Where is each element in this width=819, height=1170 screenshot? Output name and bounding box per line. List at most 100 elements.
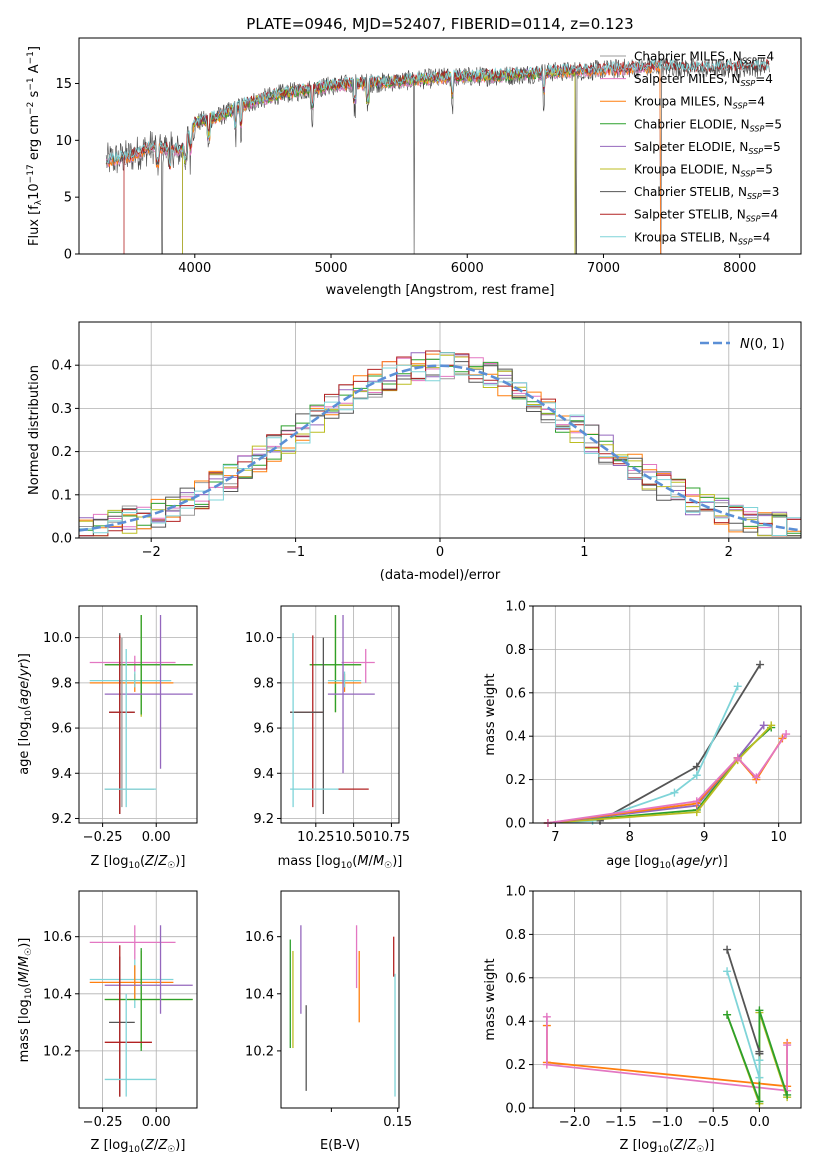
- x-tick-label: −2.0: [559, 1115, 591, 1130]
- x-tick-label: 10: [770, 830, 787, 845]
- y-axis-label: Flux [fλ10−17 erg cm−2 s−1 A−1]: [26, 46, 44, 246]
- x-tick-label: 4000: [178, 261, 211, 276]
- x-tick-label: 10.75: [373, 830, 410, 845]
- x-axis-label: Z [log10(Z/Z☉)]: [91, 1138, 186, 1155]
- weight-marker: [767, 721, 776, 730]
- x-axis-label: (data-model)/error: [380, 568, 501, 583]
- x-tick-label: 0.15: [383, 1115, 412, 1130]
- panel-weight_vs_Z: −2.0 −1.5 −1.0 −0.5 0.0 0.0 0.2 0.4 0.6 0.8 1.0 mas…: [483, 885, 802, 1155]
- y-tick-label: 9.6: [253, 722, 274, 737]
- y-tick-label: 10.6: [245, 930, 274, 945]
- spectrum-model-line: [105, 61, 662, 254]
- weight-marker: [723, 1010, 732, 1019]
- y-tick-label: 0.2: [505, 773, 526, 788]
- y-tick-label: 10.6: [43, 930, 72, 945]
- panel-mass_vs_EBV: 0.15 10.2 10.4 10.6 E(B-V): [245, 890, 412, 1153]
- spectrum-lines: [105, 57, 770, 254]
- weight-marker: [692, 762, 701, 771]
- x-tick-label: 9: [700, 830, 708, 845]
- spectrum-model-line: [105, 64, 662, 254]
- errorbars: [289, 925, 396, 1097]
- y-tick-label: 10.2: [43, 1044, 72, 1059]
- y-tick-label: 0.4: [505, 1015, 526, 1030]
- legend-entry: N(0, 1): [740, 337, 785, 352]
- weight-line: [546, 1016, 788, 1092]
- legend-entry: Salpeter STELIB, NSSP=4: [634, 208, 778, 224]
- plot-frame: [280, 605, 400, 824]
- x-tick-label: 7000: [587, 261, 620, 276]
- y-tick-label: 0.3: [51, 402, 72, 417]
- weight-marker: [692, 771, 701, 780]
- legend-entry: Kroupa STELIB, NSSP=4: [634, 230, 770, 246]
- weight-marker: [756, 660, 765, 669]
- x-axis-label: wavelength [Angstrom, rest frame]: [326, 283, 555, 298]
- x-axis-label: age [log10(age/yr)]: [606, 854, 728, 871]
- weight-marker: [782, 730, 791, 739]
- weight-marker: [542, 1012, 551, 1021]
- weight-line: [547, 685, 739, 824]
- y-tick-label: 10.0: [43, 631, 72, 646]
- y-tick-label: 10.4: [245, 987, 274, 1002]
- legend-entry: Chabrier ELODIE, NSSP=5: [634, 117, 782, 133]
- weight-marker: [723, 967, 732, 976]
- y-tick-label: 9.2: [253, 812, 274, 827]
- x-tick-label: 8: [626, 830, 634, 845]
- errorbars: [89, 615, 193, 814]
- x-tick-label: −1.0: [651, 1115, 683, 1130]
- x-tick-label: 0.00: [142, 1115, 171, 1130]
- errorbars: [89, 925, 193, 1097]
- y-tick-label: 10.0: [245, 631, 274, 646]
- y-tick-label: 5: [64, 191, 72, 206]
- weight-marker: [542, 1060, 551, 1069]
- legend-entry: Salpeter MILES, NSSP=4: [634, 72, 773, 88]
- x-tick-label: 5000: [314, 261, 347, 276]
- x-tick-label: 0.00: [142, 830, 171, 845]
- x-tick-label: 8000: [723, 261, 756, 276]
- y-tick-label: 0.0: [505, 817, 526, 832]
- y-axis-label: mass [log10(M/M☉)]: [17, 938, 34, 1063]
- x-tick-label: 10.50: [335, 830, 372, 845]
- y-tick-label: 9.4: [51, 767, 72, 782]
- weight-marker: [733, 682, 742, 691]
- legend-entry: Kroupa MILES, NSSP=4: [634, 95, 765, 111]
- x-tick-label: 7: [551, 830, 559, 845]
- panel-residuals: −2 −1 0 1 2 0.0 0.1 0.2 0.3 0.4 (data-model)/error…: [27, 321, 802, 583]
- panel-age_vs_mass: 10.25 10.50 10.75 9.2 9.4 9.6 9.8 10.0 mass [log…: [245, 605, 410, 871]
- y-tick-label: 1.0: [505, 885, 526, 900]
- y-tick-label: 15: [55, 77, 72, 92]
- weight-marker: [755, 1073, 764, 1082]
- y-tick-label: 0.0: [51, 532, 72, 547]
- y-tick-label: 0.8: [505, 928, 526, 943]
- spectrum-model-line: [105, 59, 770, 170]
- y-tick-label: 9.2: [51, 812, 72, 827]
- weight-line: [547, 724, 772, 824]
- legend-entry: Salpeter ELODIE, NSSP=5: [634, 140, 781, 156]
- panel-spectrum: 4000 5000 6000 7000 8000 0 5 10 15 wavelength [An…: [26, 37, 802, 298]
- weight-marker: [783, 1041, 792, 1050]
- y-tick-label: 0.4: [505, 730, 526, 745]
- weight-series: [543, 660, 791, 827]
- y-tick-label: 0.4: [51, 359, 72, 374]
- plot-frame: [280, 890, 400, 1109]
- weight-marker: [752, 773, 761, 782]
- weight-marker: [755, 1006, 764, 1015]
- weight-marker: [755, 1056, 764, 1065]
- x-axis-label: mass [log10(M/M☉)]: [278, 854, 403, 871]
- plot-frame: [532, 605, 802, 824]
- x-tick-label: 0: [436, 545, 444, 560]
- plot-frame: [78, 37, 802, 255]
- histogram-lines: [79, 350, 801, 537]
- plot-frame: [78, 605, 198, 824]
- spectrum-model-line: [106, 58, 770, 167]
- y-tick-label: 0.6: [505, 686, 526, 701]
- y-tick-label: 10: [55, 134, 72, 149]
- weight-marker: [723, 945, 732, 954]
- x-axis-label: Z [log10(Z/Z☉)]: [91, 854, 186, 871]
- weight-marker: [670, 788, 679, 797]
- legend-entry: Kroupa ELODIE, NSSP=5: [634, 163, 773, 179]
- y-tick-label: 9.8: [51, 676, 72, 691]
- x-tick-label: 0.0: [749, 1115, 770, 1130]
- y-axis-label: mass weight: [483, 958, 498, 1040]
- panel-weight_vs_age: 7 8 9 10 0.0 0.2 0.4 0.6 0.8 1.0 mass weight age [l…: [483, 600, 802, 871]
- normal-curve: [79, 364, 801, 532]
